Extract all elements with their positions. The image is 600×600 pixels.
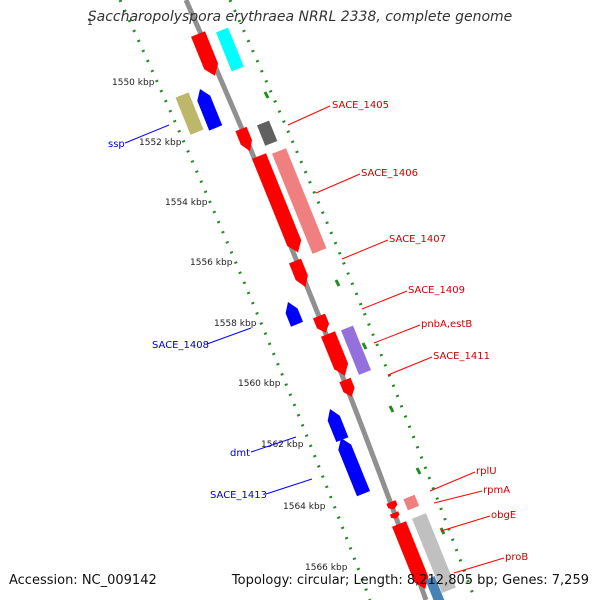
gene-sace-1407 <box>289 258 308 287</box>
gene-pnba <box>321 331 349 376</box>
major-tick-4 <box>361 342 368 350</box>
label-rpma-leader <box>433 490 483 504</box>
gene-sace-1405-cds <box>257 120 278 146</box>
major-tick-0 <box>263 91 270 99</box>
label-rpma: rpmA <box>483 485 510 496</box>
label-rplu: rplU <box>476 466 497 477</box>
tick-label: 1556 kbp <box>190 258 233 268</box>
tick-label: 1550 kbp <box>112 78 155 88</box>
gene-dmt <box>327 409 349 442</box>
label-sace-1408-leader <box>206 327 252 345</box>
gene-sace-1406 <box>252 153 302 253</box>
gene-sace-1413 <box>338 438 370 497</box>
tick-label: 1564 kbp <box>283 502 326 512</box>
gene-rplu-cds <box>403 494 420 511</box>
gene-rplu <box>386 500 398 510</box>
label-sace-1406: SACE_1406 <box>361 168 418 179</box>
label-pnba: pnbA,estB <box>421 319 472 330</box>
label-sace-1413-leader <box>265 478 313 495</box>
label-sace-1407-leader <box>341 239 389 260</box>
gene-prob-cds <box>425 576 445 600</box>
major-tick-6 <box>415 467 422 475</box>
gene-sace-1406-cds <box>272 148 327 254</box>
label-sace-1406-leader <box>315 173 361 194</box>
gene-ssp <box>197 89 223 131</box>
gene-sace-1405 <box>235 126 252 152</box>
tick-label: 1566 kbp <box>305 563 348 573</box>
gene-sace-1409 <box>313 313 330 333</box>
label-dmt-leader <box>250 436 297 453</box>
gene-sace-1411 <box>339 377 355 397</box>
label-ssp-leader <box>124 124 170 144</box>
gene-obge-cds <box>412 513 456 593</box>
label-sace-1413: SACE_1413 <box>210 490 267 501</box>
accession-text: Accession: NC_009142 <box>9 573 157 588</box>
tick-label: 1562 kbp <box>261 440 304 450</box>
gene-features <box>175 27 456 600</box>
map-labels: 1550 kbp 1552 kbp 1554 kbp 1556 kbp 1558 kbp… <box>87 18 528 574</box>
label-sace-1409: SACE_1409 <box>408 285 465 296</box>
label-sace-1407: SACE_1407 <box>389 234 446 245</box>
label-obge: obgE <box>491 510 516 521</box>
label-ssp: ssp <box>108 139 125 150</box>
label-pnba-leader <box>373 324 421 344</box>
label-sace-1408: SACE_1408 <box>152 340 209 351</box>
major-tick-3 <box>334 279 341 287</box>
reverse-tick-track <box>118 0 372 600</box>
gene-sace-1408 <box>285 302 303 327</box>
tick-label-partial: 1 <box>87 18 93 28</box>
label-dmt: dmt <box>230 448 250 459</box>
label-sace-1409-leader <box>361 290 408 310</box>
label-sace-1405: SACE_1405 <box>332 100 389 111</box>
gene-top-cyan <box>216 27 244 72</box>
label-rplu-leader <box>429 471 476 492</box>
label-sace-1411-leader <box>387 356 433 376</box>
genome-summary: Topology: circular; Length: 8,212,805 bp… <box>231 573 589 588</box>
forward-tick-track <box>228 0 477 600</box>
label-sace-1411: SACE_1411 <box>433 351 490 362</box>
tick-label: 1554 kbp <box>165 198 208 208</box>
tick-label: 1560 kbp <box>238 379 281 389</box>
gene-obge <box>392 521 429 589</box>
major-tick-5 <box>388 405 395 413</box>
gene-rpma <box>389 511 400 519</box>
gene-top-red <box>191 31 219 76</box>
label-prob-leader <box>453 557 505 574</box>
label-prob: proB <box>505 552 528 563</box>
label-obge-leader <box>440 515 491 532</box>
gene-ssp-cds <box>175 92 204 135</box>
genome-title: Saccharopolyspora erythraea NRRL 2338, c… <box>87 9 513 25</box>
label-sace-1405-leader <box>287 105 331 126</box>
tick-label: 1558 kbp <box>214 319 257 329</box>
tick-label: 1552 kbp <box>139 138 182 148</box>
gene-pnba-cds <box>341 325 371 375</box>
